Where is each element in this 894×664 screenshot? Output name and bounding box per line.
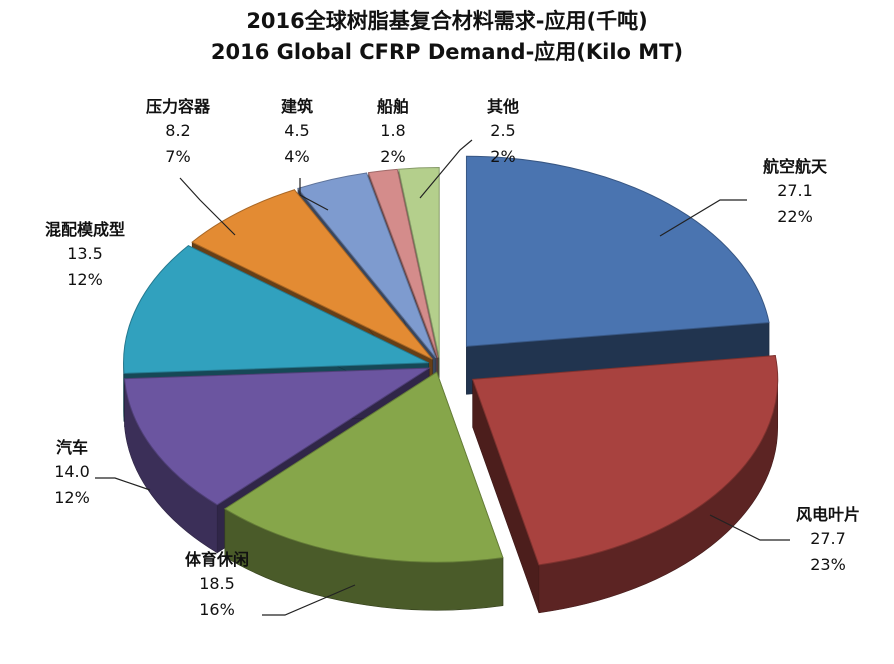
leader-line-2 xyxy=(709,514,790,541)
slice-value: 1.8 xyxy=(380,121,405,140)
slice-percent: 12% xyxy=(54,488,90,507)
slice-label-5: 混配模成型 13.5 12% xyxy=(45,220,125,289)
leader-line-4 xyxy=(95,477,151,491)
slice-value: 2.5 xyxy=(490,121,515,140)
leader-lines xyxy=(95,139,790,616)
slice-value: 13.5 xyxy=(67,244,103,263)
slice-value: 27.7 xyxy=(810,529,846,548)
slice-9 xyxy=(398,167,440,358)
slice-label: 航空航天 xyxy=(763,157,828,176)
slice-labels: 航空航天 27.1 22% 风电叶片 27.7 23% 体育休闲 18.5 16% 汽车 14.0 1… xyxy=(45,97,860,619)
slice-percent: 23% xyxy=(810,555,846,574)
slice-value: 4.5 xyxy=(284,121,309,140)
leader-line-7 xyxy=(299,178,329,211)
slice-label-1: 航空航天 27.1 22% xyxy=(763,157,828,226)
chart-subtitle: 2016 Global CFRP Demand-应用(Kilo MT) xyxy=(210,40,684,64)
slice-label-9: 其他 2.5 2% xyxy=(487,97,519,166)
slice-label: 其他 xyxy=(487,97,519,116)
slice-label-2: 风电叶片 27.7 23% xyxy=(796,505,860,574)
slice-label-3: 体育休闲 18.5 16% xyxy=(185,550,249,619)
slice-2 xyxy=(472,355,779,566)
slice-3 xyxy=(223,371,504,563)
slice-label-6: 压力容器 8.2 7% xyxy=(146,97,211,166)
slice-value: 14.0 xyxy=(54,462,90,481)
slice-label: 汽车 xyxy=(56,438,88,457)
slice-6 xyxy=(191,189,433,360)
leader-line-6 xyxy=(179,177,236,236)
slice-percent: 4% xyxy=(284,147,309,166)
slice-percent: 16% xyxy=(199,600,235,619)
leader-line-1 xyxy=(659,199,747,237)
slice-label-7: 建筑 4.5 4% xyxy=(281,97,313,166)
slice-5 xyxy=(123,245,429,374)
slice-percent: 12% xyxy=(67,270,103,289)
chart-title: 2016全球树脂基复合材料需求-应用(千吨) 2016 Global CFRP … xyxy=(0,6,894,68)
slice-label: 体育休闲 xyxy=(185,550,249,569)
slice-7 xyxy=(297,172,437,359)
slice-label: 混配模成型 xyxy=(45,220,125,239)
slice-1 xyxy=(465,155,770,347)
slice-label-8: 船舶 1.8 2% xyxy=(377,97,409,166)
slice-value: 8.2 xyxy=(165,121,190,140)
slice-4 xyxy=(124,367,431,506)
leader-line-9 xyxy=(419,139,473,199)
slice-8 xyxy=(367,168,439,358)
slice-label: 船舶 xyxy=(377,97,409,116)
slice-label: 建筑 xyxy=(281,97,313,116)
pie-top-faces xyxy=(123,155,779,566)
slice-label: 风电叶片 xyxy=(796,505,860,524)
slice-value: 18.5 xyxy=(199,574,235,593)
chart-title-line-1: 2016全球树脂基复合材料需求-应用(千吨) xyxy=(246,9,648,33)
slice-label-4: 汽车 14.0 12% xyxy=(54,438,90,507)
leader-line-3 xyxy=(262,584,356,616)
slice-percent: 22% xyxy=(777,207,813,226)
slice-label: 压力容器 xyxy=(146,97,211,116)
slice-percent: 2% xyxy=(380,147,405,166)
slice-percent: 2% xyxy=(490,147,515,166)
slice-value: 27.1 xyxy=(777,181,813,200)
slice-percent: 7% xyxy=(165,147,190,166)
